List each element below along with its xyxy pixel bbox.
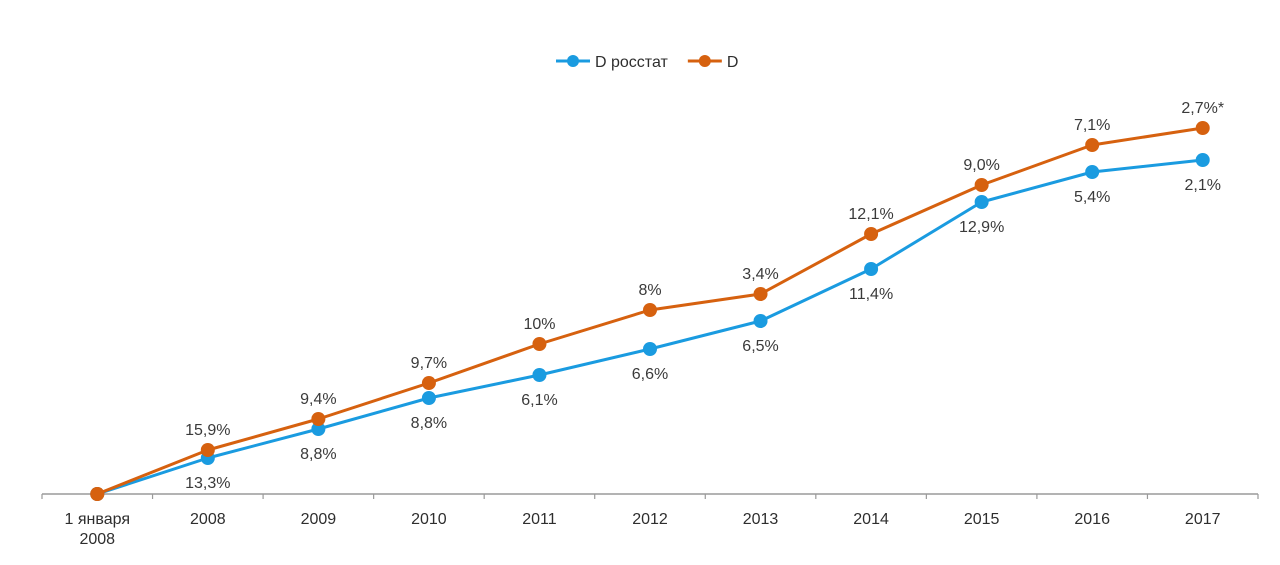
data-label: 2,7%*: [1181, 100, 1224, 117]
data-label: 15,9%: [185, 422, 230, 439]
data-label: 6,5%: [742, 338, 778, 355]
legend-item: D росстат: [556, 54, 668, 71]
data-label: 12,9%: [959, 219, 1004, 236]
data-label: 2,1%: [1184, 177, 1220, 194]
data-label: 9,0%: [963, 157, 999, 174]
data-label: 9,4%: [300, 391, 336, 408]
legend-item: D: [687, 54, 739, 71]
data-point: [532, 337, 547, 351]
data-point: [1085, 138, 1100, 152]
x-axis: 1 января 2008 2008 2009 2010 2011 2012 2013 2014…: [41, 493, 1259, 548]
data-point: [200, 443, 215, 457]
data-label: 3,4%: [742, 266, 778, 283]
data-label: 8%: [638, 282, 661, 299]
data-point: [421, 376, 436, 390]
x-tick-label: 2011: [522, 511, 557, 528]
x-tick-label: 2013: [743, 511, 779, 528]
data-label: 13,3%: [185, 475, 230, 492]
data-point: [421, 391, 436, 405]
data-point: [643, 303, 657, 317]
data-label: 9,7%: [411, 355, 447, 372]
data-point: [1085, 165, 1100, 179]
x-tick-label: 2009: [301, 511, 337, 528]
data-label: 6,6%: [632, 366, 668, 383]
origin-point: [90, 487, 105, 501]
data-point: [311, 422, 326, 436]
series-layer: [90, 121, 1210, 501]
data-point: [1195, 153, 1210, 167]
data-label: 5,4%: [1074, 189, 1110, 206]
data-label: 10%: [523, 316, 555, 333]
data-point: [974, 178, 989, 192]
series-d: [90, 121, 1210, 501]
x-tick-label: 2015: [964, 511, 1000, 528]
x-tick-label: 1 января: [65, 511, 130, 528]
legend-marker: [567, 55, 579, 67]
x-tick-label: 2017: [1185, 511, 1221, 528]
data-point: [974, 195, 989, 209]
x-tick-label: 2016: [1074, 511, 1110, 528]
series-line: [96, 158, 1203, 496]
data-label: 8,8%: [300, 446, 336, 463]
data-point: [643, 342, 657, 356]
series-d-rosstat: [90, 153, 1210, 501]
data-point: [1195, 121, 1210, 135]
x-tick-label: 2008: [79, 531, 115, 548]
legend: D росстат D: [556, 54, 738, 71]
legend-label: D: [727, 54, 739, 71]
data-point: [864, 262, 879, 276]
x-tick-label: 2012: [632, 511, 668, 528]
x-tick-label: 2014: [853, 511, 889, 528]
data-point: [864, 227, 879, 241]
data-point: [753, 314, 768, 328]
data-labels: 13,3% 8,8% 8,8% 6,1% 6,6% 6,5% 11,4% 12,9% 5,4% 2…: [185, 100, 1224, 492]
legend-marker: [698, 55, 711, 67]
data-label: 6,1%: [521, 392, 557, 409]
data-label: 11,4%: [849, 286, 893, 303]
x-tick-label: 2008: [190, 511, 226, 528]
data-label: 7,1%: [1074, 117, 1110, 134]
data-label: 12,1%: [848, 206, 893, 223]
data-point: [311, 412, 326, 426]
data-point: [532, 368, 547, 382]
legend-label: D росстат: [595, 54, 668, 71]
data-point: [753, 287, 768, 301]
x-tick-label: 2010: [411, 511, 447, 528]
data-label: 8,8%: [411, 415, 447, 432]
